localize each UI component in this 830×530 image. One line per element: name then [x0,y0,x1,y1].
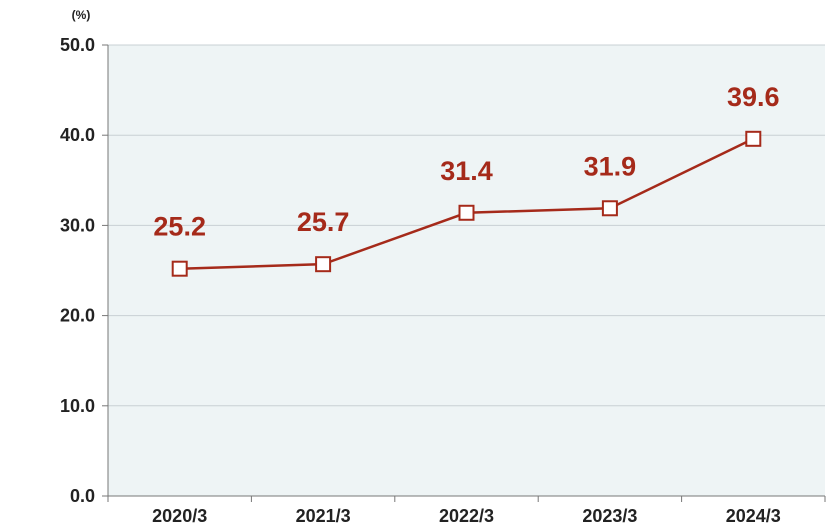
data-point-marker [745,130,762,147]
y-tick-label: 40.0 [60,125,95,145]
x-tick-label: 2022/3 [439,506,494,526]
plot-area [108,45,825,496]
data-point-marker [315,256,332,273]
y-axis-tick-labels: 0.0 10.0 20.0 30.0 40.0 50.0 [60,35,95,506]
y-tick-label: 10.0 [60,396,95,416]
data-point-marker [601,200,618,217]
data-label: 25.2 [153,212,206,242]
data-label: 39.6 [727,82,780,112]
y-tick-label: 30.0 [60,215,95,235]
y-tick-label: 20.0 [60,306,95,326]
series: 25.2 25.7 31.4 31.9 39.6 [153,82,780,277]
y-tick-label: 0.0 [70,486,95,506]
y-axis-unit-label: (%) [72,8,91,22]
data-label: 25.7 [297,207,350,237]
x-tick-label: 2020/3 [152,506,207,526]
x-tick-label: 2023/3 [582,506,637,526]
y-tick-label: 50.0 [60,35,95,55]
data-point-marker [458,204,475,221]
data-label: 31.9 [584,151,637,181]
grid-lines [108,44,825,407]
data-point-marker [171,260,188,277]
x-axis-tick-labels: 2020/3 2021/3 2022/3 2023/3 2024/3 [152,506,781,526]
x-tick-label: 2024/3 [726,506,781,526]
axes [102,44,826,502]
data-label: 31.4 [440,156,493,186]
x-tick-label: 2021/3 [296,506,351,526]
